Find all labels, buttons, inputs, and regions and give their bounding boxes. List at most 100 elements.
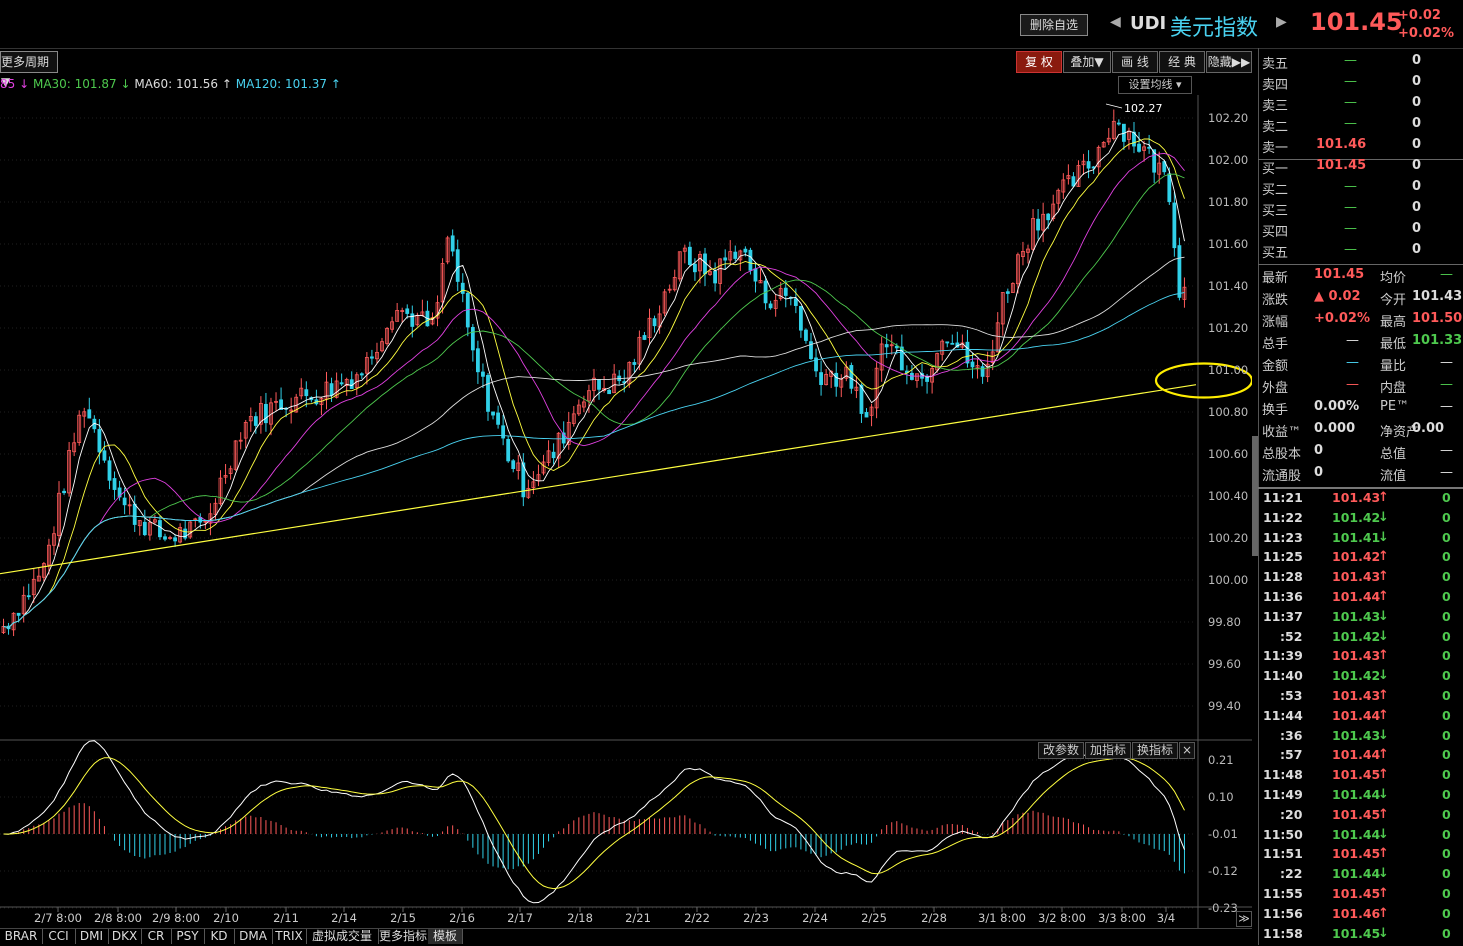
- candle-body: [228, 468, 233, 474]
- candle-body: [258, 402, 263, 425]
- candle-body: [592, 377, 596, 391]
- candle-body: [672, 277, 677, 291]
- candle-body: [77, 414, 82, 443]
- candle-body: [723, 257, 728, 261]
- add-indicator-button[interactable]: 加指标: [1085, 742, 1131, 759]
- candle-body: [940, 340, 945, 355]
- candle-body: [743, 248, 748, 253]
- indicator-tab[interactable]: BRAR: [0, 929, 43, 944]
- candle-body: [1111, 120, 1116, 139]
- candle-body: [233, 440, 238, 470]
- candle-body: [132, 503, 137, 525]
- last-price: 101.45: [1310, 8, 1403, 36]
- classic-button[interactable]: 经 典: [1159, 51, 1205, 73]
- switch-indicator-button[interactable]: 换指标: [1132, 742, 1178, 759]
- candle-body: [1016, 254, 1020, 285]
- candle-body: [339, 382, 344, 385]
- macd-axis-label: 0.21: [1208, 753, 1234, 767]
- candle-body: [667, 288, 672, 291]
- price-axis-label: 100.20: [1208, 531, 1248, 545]
- macd-axis-label: -0.01: [1208, 827, 1238, 841]
- scroll-right-button[interactable]: ≫: [1236, 911, 1252, 927]
- price-axis-label: 102.20: [1208, 111, 1248, 125]
- time-axis-label: 2/18: [567, 911, 593, 925]
- adjust-button[interactable]: 复 权: [1016, 51, 1062, 73]
- indicator-tab[interactable]: CR: [141, 929, 172, 944]
- kline-chart[interactable]: 102.27 102.20 102.00 101.80 101.60 101.40 101…: [0, 95, 1252, 928]
- candle-body: [1061, 179, 1066, 193]
- candle-body: [1152, 149, 1157, 173]
- indicator-tab-bar: [0, 928, 1252, 946]
- candle-body: [1010, 283, 1015, 293]
- candle-body: [773, 299, 778, 309]
- candle-body: [778, 288, 783, 299]
- set-ma-button[interactable]: 设置均线 ▾: [1118, 76, 1192, 94]
- ma-prefix: 85: [0, 77, 16, 91]
- time-axis-label: 2/17: [507, 911, 533, 925]
- indicator-tab[interactable]: DKX: [108, 929, 142, 944]
- candle-body: [1026, 248, 1030, 253]
- candle-body: [844, 366, 849, 379]
- bid-row: 买三 —0: [1262, 200, 1422, 219]
- tick-row: 11:55 101.45 ↑ 0: [1263, 886, 1451, 901]
- time-axis-label: 2/10: [213, 911, 239, 925]
- candle-body: [26, 595, 31, 598]
- quote-row: 外盘 — 内盘 —: [1262, 377, 1453, 396]
- candle-body: [551, 451, 556, 459]
- candle-body: [1182, 286, 1187, 300]
- macd-axis-label: -0.23: [1208, 901, 1238, 915]
- candle-body: [899, 346, 904, 371]
- candle-body: [814, 357, 818, 372]
- edit-params-button[interactable]: 改参数: [1038, 742, 1084, 759]
- candle-body: [864, 412, 869, 418]
- draw-line-button[interactable]: 画 线: [1112, 51, 1158, 73]
- candle-body: [47, 544, 51, 566]
- candle-body: [698, 253, 702, 272]
- candle-body: [980, 366, 985, 377]
- next-symbol-icon[interactable]: ▶: [1276, 14, 1287, 30]
- indicator-tab[interactable]: 更多指标: [378, 929, 429, 944]
- hide-panel-button[interactable]: 隐藏▶▶: [1206, 51, 1252, 73]
- chart-scrollbar[interactable]: [1252, 436, 1258, 556]
- price-axis-label: 99.40: [1208, 699, 1241, 713]
- period-select[interactable]: 更多周期▼: [0, 51, 58, 89]
- price-axis-label: 99.80: [1208, 615, 1241, 629]
- candle-body: [1066, 175, 1071, 180]
- candle-body: [824, 373, 829, 386]
- tick-row: 11:39 101.43 ↑ 0: [1263, 648, 1451, 664]
- candle-body: [506, 439, 511, 462]
- candle-body: [1106, 137, 1111, 143]
- candle-body: [1086, 161, 1091, 169]
- indicator-tab[interactable]: CCI: [42, 929, 76, 944]
- time-axis-label: 3/3 8:00: [1098, 911, 1146, 925]
- candle-body: [1162, 161, 1167, 173]
- candle-body: [395, 310, 400, 322]
- candle-body: [299, 387, 304, 397]
- indicator-tab[interactable]: PSY: [171, 929, 205, 944]
- time-axis-label: 3/4: [1157, 911, 1176, 925]
- candle-body: [1147, 146, 1152, 149]
- candle-body: [334, 380, 339, 398]
- close-indicator-icon[interactable]: ×: [1179, 742, 1195, 759]
- tick-row: 11:28 101.43 ↑ 0: [1263, 569, 1451, 585]
- indicator-tab[interactable]: KD: [204, 929, 235, 944]
- indicator-tab[interactable]: 虚拟成交量: [306, 929, 379, 944]
- prev-symbol-icon[interactable]: ◀: [1110, 14, 1121, 30]
- candle-body: [72, 442, 77, 453]
- indicator-tab[interactable]: DMI: [75, 929, 109, 944]
- candle-body: [87, 409, 92, 419]
- quote-row: 最新 101.45 均价 —: [1262, 267, 1453, 286]
- indicator-tab[interactable]: DMA: [234, 929, 273, 944]
- indicator-tab[interactable]: TRIX: [272, 929, 307, 944]
- candle-body: [213, 502, 218, 515]
- candle-body: [491, 411, 495, 416]
- bid-row: 买五 —0: [1262, 242, 1422, 261]
- candle-body: [82, 411, 87, 417]
- tick-row: 11:21 101.43 ↑ 0: [1263, 490, 1451, 505]
- candle-body: [753, 268, 758, 282]
- overlay-button[interactable]: 叠加▼: [1063, 51, 1111, 73]
- remove-watchlist-button[interactable]: 删除自选: [1020, 14, 1088, 36]
- candle-body: [137, 520, 142, 527]
- indicator-tab[interactable]: 模板: [428, 929, 463, 944]
- candle-body: [380, 341, 384, 352]
